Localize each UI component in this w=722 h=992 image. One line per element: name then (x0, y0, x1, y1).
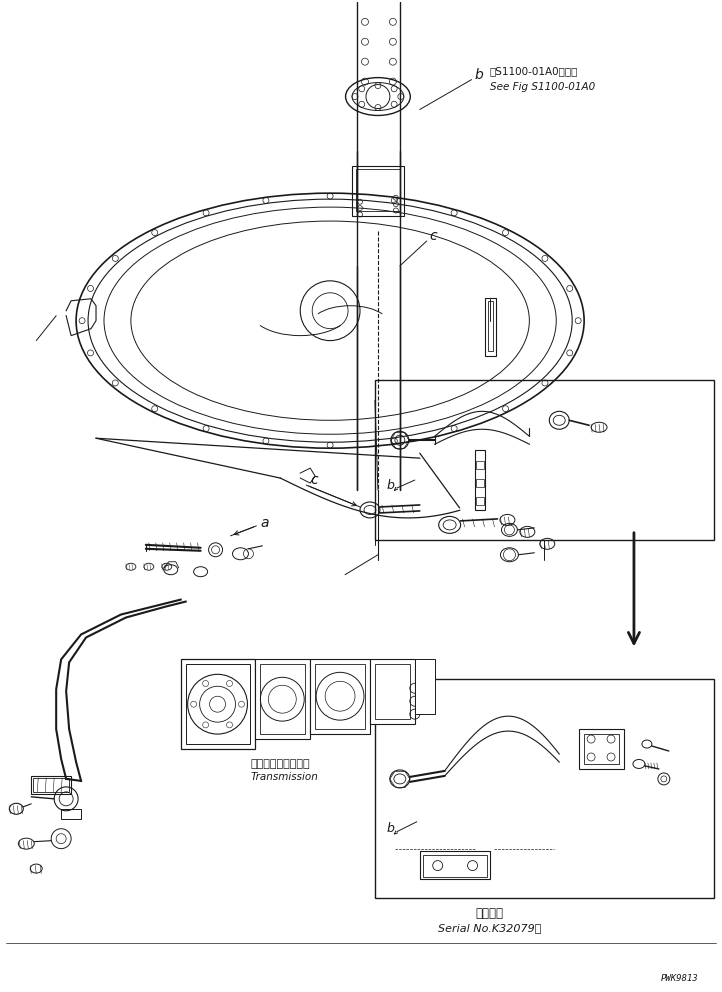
Bar (180, 660, 256, 749)
Bar (419, 850, 490, 879)
Text: See Fig S1100-01A0: See Fig S1100-01A0 (490, 81, 595, 91)
Bar (375, 680, 713, 899)
Bar (375, 381, 713, 540)
Bar (476, 461, 484, 469)
Bar (186, 665, 251, 744)
Bar (584, 734, 619, 764)
Bar (579, 729, 624, 769)
Text: 第S1100-01A0図参照: 第S1100-01A0図参照 (490, 66, 578, 76)
Text: c: c (430, 229, 438, 243)
Bar (423, 855, 487, 877)
Bar (375, 665, 410, 719)
Bar (33, 778, 69, 792)
Text: b: b (474, 67, 483, 81)
Bar (476, 497, 484, 505)
Text: PWK9813: PWK9813 (661, 973, 699, 983)
Text: a: a (261, 516, 269, 530)
Bar (484, 298, 497, 355)
Bar (356, 170, 400, 211)
Bar (370, 660, 415, 724)
Bar (31, 776, 71, 794)
Bar (261, 665, 305, 734)
Text: 適用号機: 適用号機 (476, 907, 503, 920)
Text: Transmission: Transmission (251, 772, 318, 782)
Bar (474, 450, 484, 510)
Text: c: c (310, 473, 318, 487)
Bar (61, 808, 81, 818)
Bar (316, 665, 365, 729)
Text: b: b (387, 478, 395, 492)
Text: Serial No.K32079～: Serial No.K32079～ (438, 924, 542, 933)
Bar (476, 479, 484, 487)
Text: b: b (387, 822, 395, 835)
Text: トランスミッション: トランスミッション (251, 759, 310, 769)
Bar (487, 301, 494, 350)
Bar (256, 660, 310, 739)
Bar (310, 660, 370, 734)
Bar (415, 660, 435, 714)
Bar (352, 167, 404, 216)
